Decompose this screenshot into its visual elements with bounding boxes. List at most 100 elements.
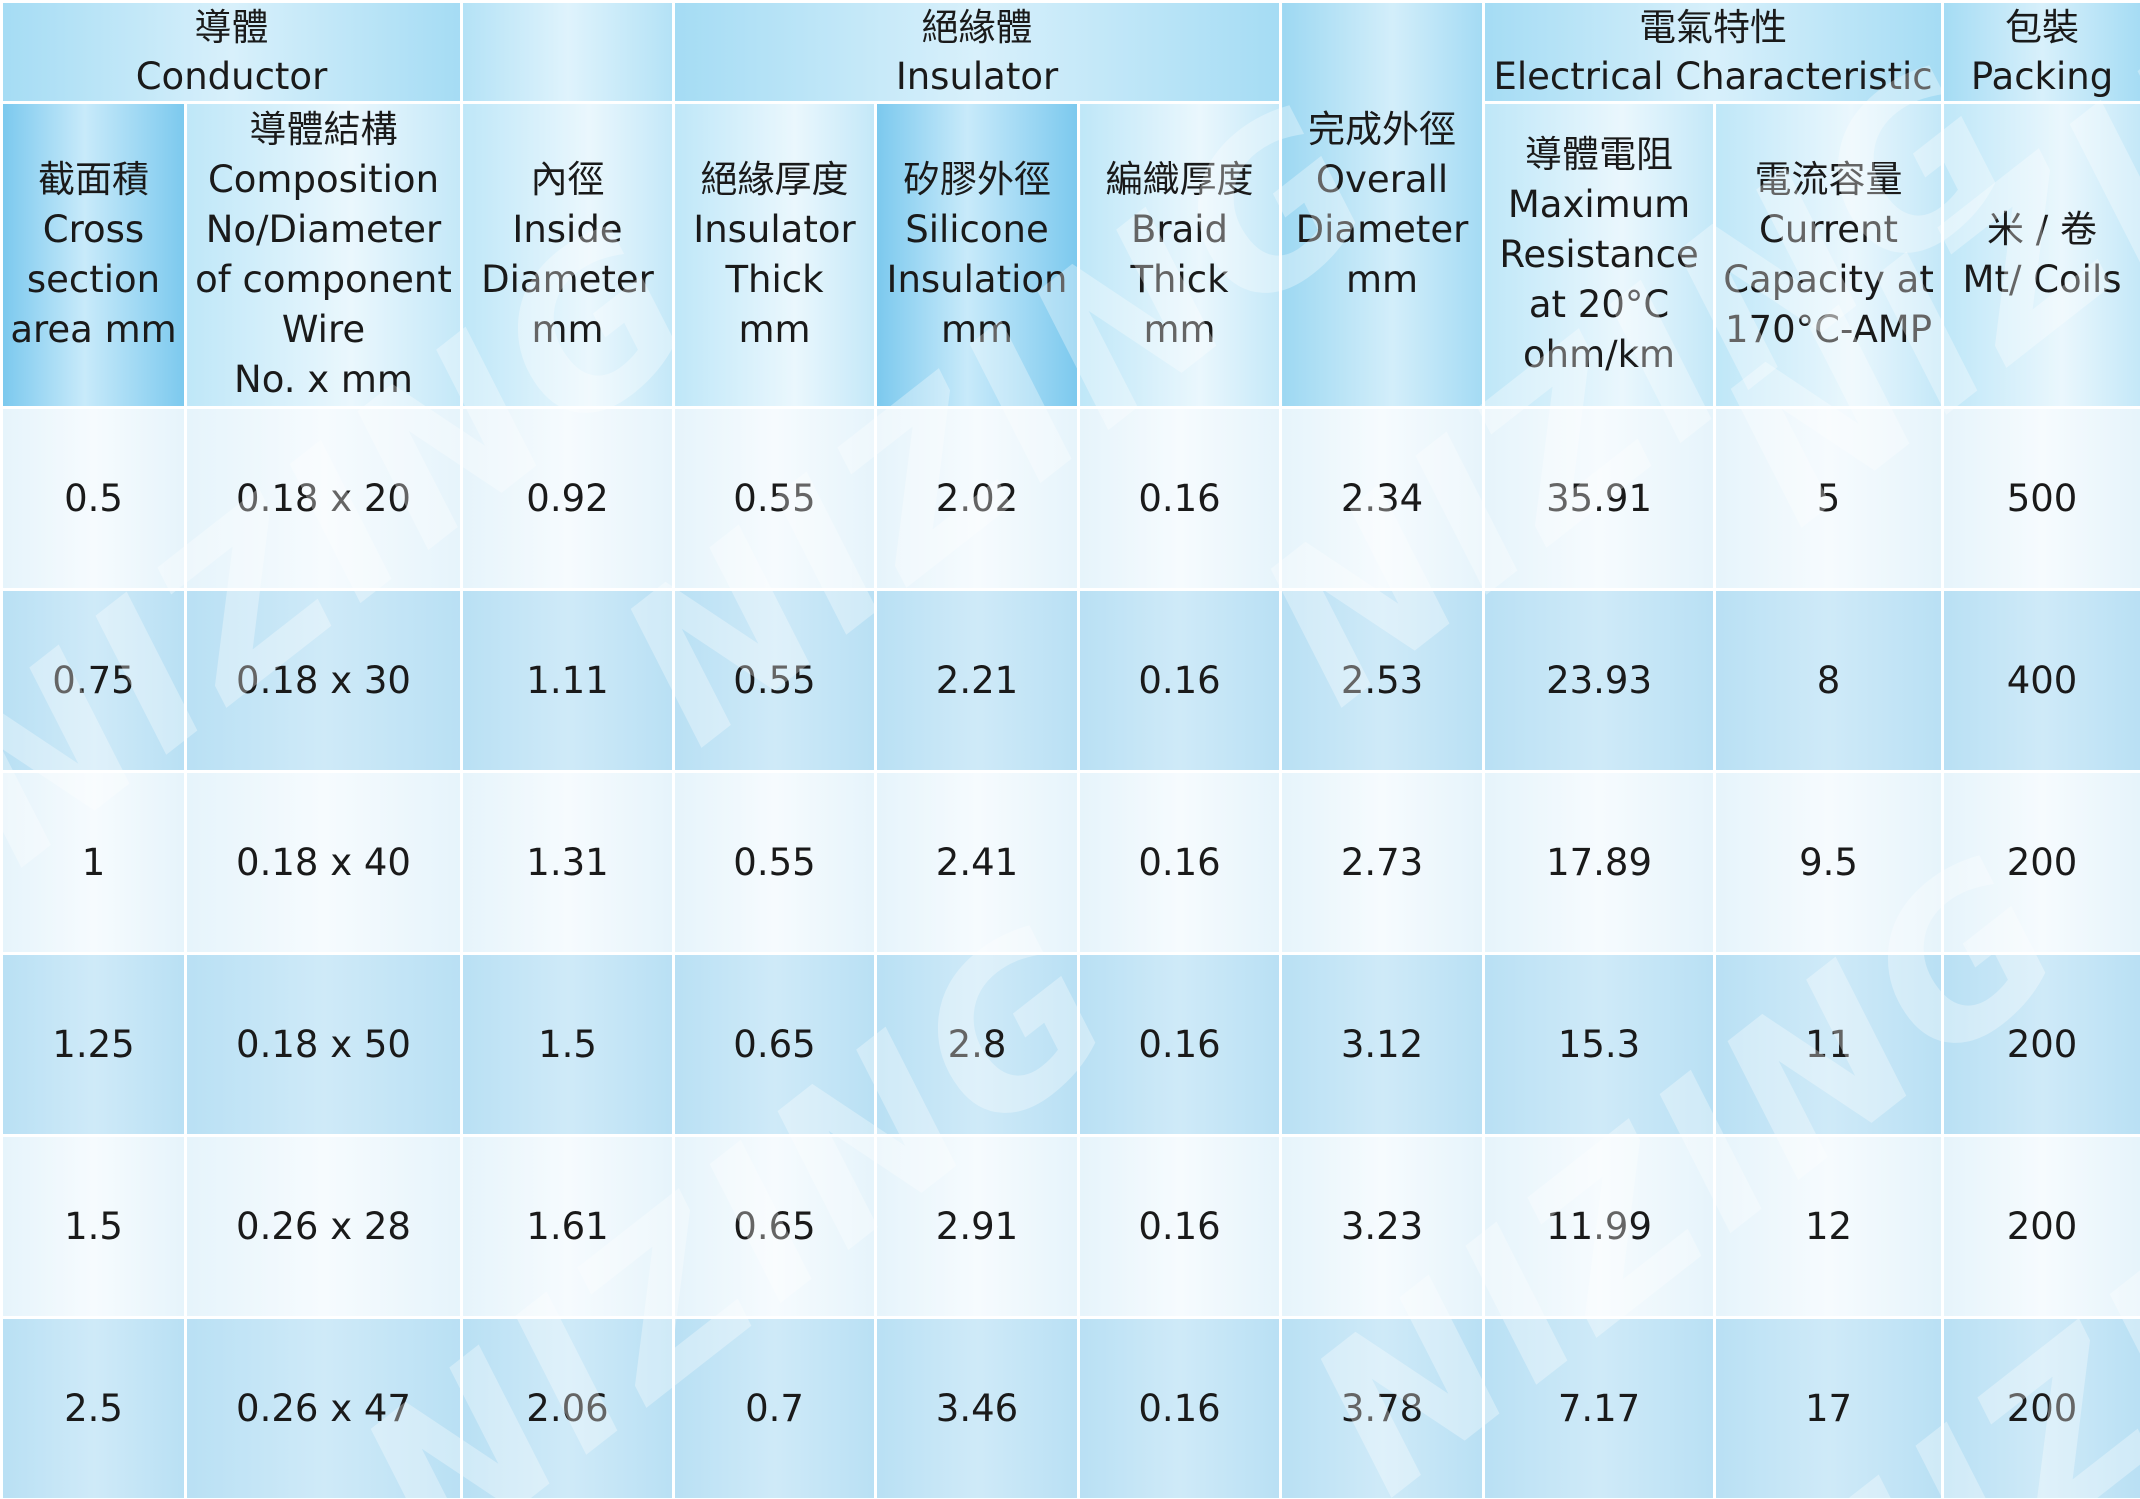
- cell-braid: 0.16: [1076, 770, 1283, 955]
- cell-inside-diameter: 1.11: [460, 588, 675, 773]
- silicone-zh: 矽膠外徑: [903, 158, 1051, 201]
- cell-insulator-thick: 0.55: [672, 588, 877, 773]
- cell-overall-diameter: 2.34: [1279, 406, 1486, 591]
- group-electrical-zh: 電氣特性: [1639, 6, 1788, 49]
- cell-resistance: 7.17: [1482, 1316, 1717, 1499]
- inside-diameter-en-3: mm: [531, 308, 604, 351]
- composition-zh: 導體結構: [249, 108, 398, 151]
- group-packing: 包裝 Packing: [1941, 0, 2140, 104]
- insulator-thick-zh: 絕緣厚度: [700, 158, 849, 201]
- cell-braid: 0.16: [1076, 952, 1283, 1137]
- cross-section-en-2: section: [26, 258, 161, 301]
- cell-resistance: 23.93: [1482, 588, 1717, 773]
- group-packing-zh: 包裝: [2005, 6, 2080, 49]
- overall-zh: 完成外徑: [1308, 107, 1457, 151]
- cell-current: 9.5: [1713, 770, 1945, 955]
- overall-en-2: Diameter: [1295, 207, 1469, 251]
- inside-diameter-en-2: Diameter: [481, 258, 654, 301]
- cell-current: 17: [1713, 1316, 1945, 1499]
- group-conductor-zh: 導體: [194, 6, 269, 49]
- cell-overall-diameter: 2.53: [1279, 588, 1486, 773]
- cell-braid: 0.16: [1076, 406, 1283, 591]
- cell-overall-diameter: 3.23: [1279, 1134, 1486, 1319]
- cell-packing: 200: [1941, 1316, 2140, 1499]
- cell-resistance: 11.99: [1482, 1134, 1717, 1319]
- insulator-thick-en-3: mm: [738, 308, 811, 351]
- table-row: 1.25 0.18 x 50 1.5 0.65 2.8 0.16 3.12 15.3 11 200: [0, 952, 2140, 1137]
- group-conductor: 導體 Conductor: [0, 0, 463, 104]
- table-body: 0.5 0.18 x 20 0.92 0.55 2.02 0.16 2.34 35.91 5 50…: [0, 406, 2140, 1499]
- header-current: 電流容量 Current Capacity at 170°C-AMP: [1713, 101, 1945, 409]
- cell-resistance: 15.3: [1482, 952, 1717, 1137]
- cell-insulator-thick: 0.7: [672, 1316, 877, 1499]
- header-silicone: 矽膠外徑 Silicone Insulation mm: [874, 101, 1080, 409]
- cell-packing: 400: [1941, 588, 2140, 773]
- cell-cross-section: 1.25: [0, 952, 187, 1137]
- cell-silicone: 2.91: [874, 1134, 1080, 1319]
- header-resistance: 導體電阻 Maximum Resistance at 20°C ohm/km: [1482, 101, 1717, 409]
- header-cross-section: 截面積 Cross section area mm: [0, 101, 187, 409]
- packing-en-1: Mt/ Coils: [1962, 258, 2122, 301]
- table-row: 0.75 0.18 x 30 1.11 0.55 2.21 0.16 2.53 23.93 8 4…: [0, 588, 2140, 773]
- current-zh: 電流容量: [1754, 158, 1903, 201]
- column-header-row: 截面積 Cross section area mm 導體結構 Compositi…: [0, 101, 2140, 409]
- cell-composition: 0.26 x 28: [184, 1134, 463, 1319]
- resistance-en-1: Maximum: [1507, 183, 1691, 226]
- cross-section-zh: 截面積: [38, 158, 149, 201]
- cell-braid: 0.16: [1076, 588, 1283, 773]
- cell-packing: 200: [1941, 770, 2140, 955]
- header-insulator-thick: 絕緣厚度 Insulator Thick mm: [672, 101, 877, 409]
- cell-cross-section: 2.5: [0, 1316, 187, 1499]
- cell-composition: 0.18 x 20: [184, 406, 463, 591]
- group-electrical-en: Electrical Characteristic: [1493, 55, 1933, 98]
- group-insulator-zh: 絕緣體: [921, 6, 1033, 49]
- cell-packing: 200: [1941, 1134, 2140, 1319]
- composition-en-2: No/Diameter: [205, 208, 442, 251]
- group-insulator-en: Insulator: [895, 55, 1059, 98]
- current-en-3: 170°C-AMP: [1725, 308, 1933, 351]
- cell-braid: 0.16: [1076, 1134, 1283, 1319]
- cell-insulator-thick: 0.65: [672, 952, 877, 1137]
- cell-current: 11: [1713, 952, 1945, 1137]
- cell-insulator-thick: 0.55: [672, 406, 877, 591]
- silicone-en-3: mm: [940, 308, 1014, 351]
- group-packing-en: Packing: [1970, 55, 2114, 98]
- cell-current: 5: [1713, 406, 1945, 591]
- silicone-en-2: Insulation: [886, 258, 1068, 301]
- cell-resistance: 17.89: [1482, 770, 1717, 955]
- resistance-en-3: at 20°C: [1528, 283, 1670, 326]
- cell-resistance: 35.91: [1482, 406, 1717, 591]
- overall-en-3: mm: [1345, 257, 1419, 301]
- cell-cross-section: 1: [0, 770, 187, 955]
- composition-en-3: of component: [195, 258, 452, 301]
- resistance-zh: 導體電阻: [1525, 133, 1674, 176]
- cell-overall-diameter: 3.12: [1279, 952, 1486, 1137]
- group-insulator: 絕緣體 Insulator: [671, 0, 1283, 104]
- braid-zh: 編織厚度: [1105, 158, 1254, 201]
- header-inside-diameter: 內徑 Inside Diameter mm: [460, 101, 675, 409]
- cell-overall-diameter: 2.73: [1279, 770, 1486, 955]
- cell-silicone: 2.8: [874, 952, 1080, 1137]
- header-braid: 編織厚度 Braid Thick mm: [1076, 101, 1283, 409]
- cross-section-en-3: area mm: [10, 308, 177, 351]
- overall-en-1: Overall: [1315, 157, 1449, 201]
- group-electrical: 電氣特性 Electrical Characteristic: [1482, 0, 1945, 104]
- header-composition: 導體結構 Composition No/Diameter of componen…: [184, 101, 463, 409]
- table-row: 1 0.18 x 40 1.31 0.55 2.41 0.16 2.73 17.89 9.5 20…: [0, 770, 2140, 955]
- cell-current: 12: [1713, 1134, 1945, 1319]
- insulator-thick-en-2: Thick: [725, 258, 824, 301]
- packing-zh: 米 / 卷: [1987, 208, 2098, 251]
- cell-overall-diameter: 3.78: [1279, 1316, 1486, 1499]
- cell-insulator-thick: 0.65: [672, 1134, 877, 1319]
- current-en-2: Capacity at: [1723, 258, 1934, 301]
- cell-inside-diameter: 1.31: [460, 770, 675, 955]
- group-spacer-left: [460, 0, 675, 104]
- cell-packing: 200: [1941, 952, 2140, 1137]
- cell-current: 8: [1713, 588, 1945, 773]
- cross-section-en-1: Cross: [42, 208, 145, 251]
- group-header-row: 導體 Conductor 絕緣體 Insulator 完成外徑 Overall …: [0, 0, 2140, 409]
- cell-silicone: 2.41: [874, 770, 1080, 955]
- cell-inside-diameter: 1.5: [460, 952, 675, 1137]
